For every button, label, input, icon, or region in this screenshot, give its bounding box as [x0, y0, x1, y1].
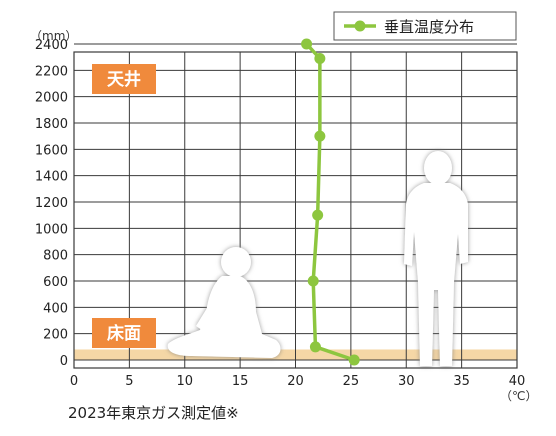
y-axis-unit: （mm）	[30, 29, 77, 43]
data-point	[314, 130, 326, 142]
data-point	[301, 38, 313, 50]
x-axis-ticks: 0 5 10 15 20 25 30 35 40	[70, 374, 525, 389]
data-point	[307, 275, 319, 287]
standing-person-silhouette	[404, 151, 468, 366]
floor-label: 床面	[92, 318, 156, 348]
legend: 垂直温度分布	[333, 11, 517, 41]
ceiling-label-bg	[92, 64, 156, 94]
floor-label-text: 床面	[107, 323, 141, 344]
legend-marker	[354, 20, 366, 32]
x-tick-label: 0	[70, 374, 78, 389]
x-tick-label: 40	[509, 374, 526, 389]
legend-label: 垂直温度分布	[384, 18, 474, 36]
x-tick-label: 25	[343, 374, 360, 389]
x-tick-label: 20	[287, 374, 304, 389]
x-tick-label: 15	[232, 374, 249, 389]
y-tick-label: 400	[43, 301, 68, 316]
y-tick-label: 1800	[35, 117, 68, 132]
y-tick-label: 0	[60, 354, 68, 369]
x-tick-label: 30	[398, 374, 415, 389]
footnote: 2023年東京ガス測定値※	[68, 404, 239, 422]
y-tick-label: 200	[43, 328, 68, 343]
x-tick-label: 5	[125, 374, 133, 389]
y-tick-label: 2000	[35, 91, 68, 106]
y-tick-label: 800	[43, 249, 68, 264]
x-axis-unit: （℃）	[500, 389, 537, 403]
floor-label-bg	[92, 318, 156, 348]
y-tick-label: 2400	[35, 38, 68, 53]
y-axis-ticks: 0 200 400 600 800 1000 1200 1400 1600 1800 2000 220…	[35, 38, 68, 369]
data-point	[314, 52, 326, 64]
y-tick-label: 2200	[35, 64, 68, 79]
ceiling-label: 天井	[92, 64, 156, 94]
y-tick-label: 600	[43, 275, 68, 290]
plot-frame	[73, 51, 518, 369]
data-point	[348, 354, 360, 366]
data-point	[312, 209, 324, 221]
y-tick-label: 1400	[35, 170, 68, 185]
ceiling-label-text: 天井	[107, 69, 141, 90]
sitting-person-silhouette	[167, 247, 281, 358]
y-tick-label: 1600	[35, 143, 68, 158]
data-point	[309, 341, 321, 353]
y-tick-label: 1000	[35, 222, 68, 237]
x-tick-label: 35	[453, 374, 470, 389]
series-layer	[301, 38, 360, 366]
y-tick-label: 1200	[35, 196, 68, 211]
x-tick-label: 10	[176, 374, 193, 389]
